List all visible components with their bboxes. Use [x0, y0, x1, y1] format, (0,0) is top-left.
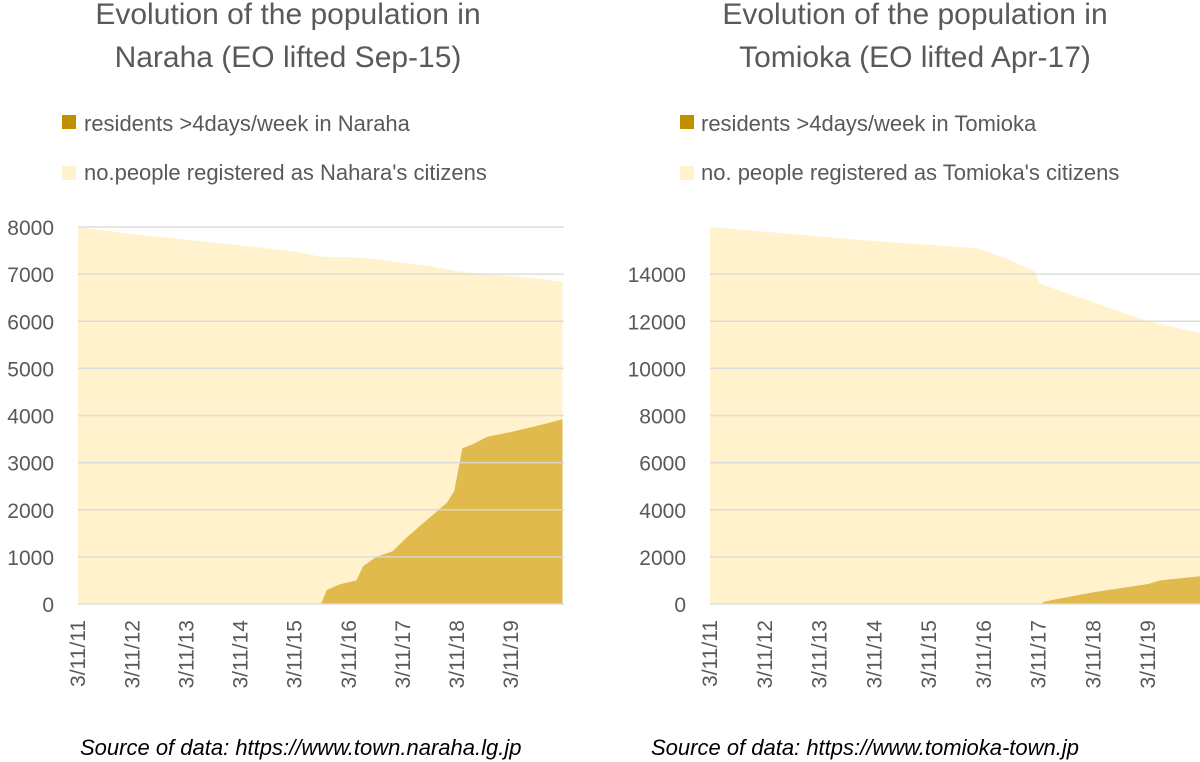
- y-tick-label: 5000: [7, 358, 54, 381]
- y-tick-label: 0: [42, 594, 54, 617]
- y-tick-label: 7000: [7, 264, 54, 287]
- legend-label-registered: no. people registered as Tomioka's citiz…: [701, 160, 1119, 185]
- y-tick-label: 2000: [7, 500, 54, 523]
- x-tick-label: 3/11/15: [918, 620, 941, 689]
- y-tick-label: 10000: [628, 358, 686, 381]
- x-tick-label: 3/11/19: [1137, 620, 1160, 689]
- y-tick-label: 8000: [7, 217, 54, 240]
- area-residents: [710, 576, 1200, 604]
- y-tick-label: 14000: [628, 264, 686, 287]
- y-tick-label: 8000: [639, 406, 686, 429]
- source-note: Source of data: https://www.town.naraha.…: [80, 735, 521, 760]
- x-tick-label: 3/11/18: [446, 620, 469, 689]
- source-note: Source of data: https://www.tomioka-town…: [651, 735, 1079, 760]
- x-tick-label: 3/11/14: [230, 620, 253, 689]
- legend-swatch-registered: [680, 166, 694, 180]
- legend-swatch-residents: [680, 115, 694, 129]
- x-tick-label: 3/11/15: [284, 620, 307, 689]
- y-tick-label: 6000: [7, 311, 54, 334]
- x-tick-label: 3/11/13: [809, 620, 832, 689]
- area-residents: [78, 419, 563, 604]
- tomioka-plot-area: 0 2000 4000 6000 8000 10000 12000 14000 3/11/11 3…: [628, 227, 1200, 689]
- legend-swatch-registered: [62, 166, 76, 180]
- y-tick-label: 12000: [628, 311, 686, 334]
- y-tick-label: 0: [674, 594, 686, 617]
- x-tick-label: 3/11/16: [973, 620, 996, 689]
- legend-swatch-residents: [62, 115, 76, 129]
- x-tick-label: 3/11/11: [699, 620, 722, 687]
- naraha-chart: Evolution of the population in Naraha (E…: [7, 0, 564, 760]
- legend-label-residents: residents >4days/week in Naraha: [84, 111, 411, 136]
- y-tick-label: 2000: [639, 547, 686, 570]
- legend-label-residents: residents >4days/week in Tomioka: [701, 111, 1037, 136]
- x-tick-label: 3/11/12: [121, 620, 144, 689]
- y-tick-label: 4000: [639, 500, 686, 523]
- legend-label-registered: no.people registered as Nahara's citizen…: [84, 160, 487, 185]
- x-tick-label: 3/11/16: [338, 620, 361, 689]
- y-tick-label: 3000: [7, 453, 54, 476]
- y-tick-label: 6000: [639, 453, 686, 476]
- y-tick-label: 1000: [7, 547, 54, 570]
- x-tick-label: 3/11/14: [863, 620, 886, 689]
- x-tick-label: 3/11/11: [67, 620, 90, 687]
- chart-title-line-1: Evolution of the population in: [95, 0, 480, 31]
- x-tick-label: 3/11/12: [754, 620, 777, 689]
- y-tick-label: 4000: [7, 406, 54, 429]
- naraha-plot-area: 0 1000 2000 3000 4000 5000 6000 7000 8000 3/11/11…: [7, 217, 564, 689]
- chart-title-line-2: Naraha (EO lifted Sep-15): [115, 41, 462, 74]
- tomioka-chart: Evolution of the population in Tomioka (…: [628, 0, 1200, 760]
- x-tick-label: 3/11/18: [1082, 620, 1105, 689]
- x-tick-label: 3/11/17: [392, 620, 415, 689]
- x-tick-label: 3/11/17: [1028, 620, 1051, 689]
- x-tick-label: 3/11/19: [500, 620, 523, 689]
- x-tick-label: 3/11/13: [175, 620, 198, 689]
- chart-title-line-1: Evolution of the population in: [722, 0, 1107, 31]
- chart-title-line-2: Tomioka (EO lifted Apr-17): [739, 41, 1091, 74]
